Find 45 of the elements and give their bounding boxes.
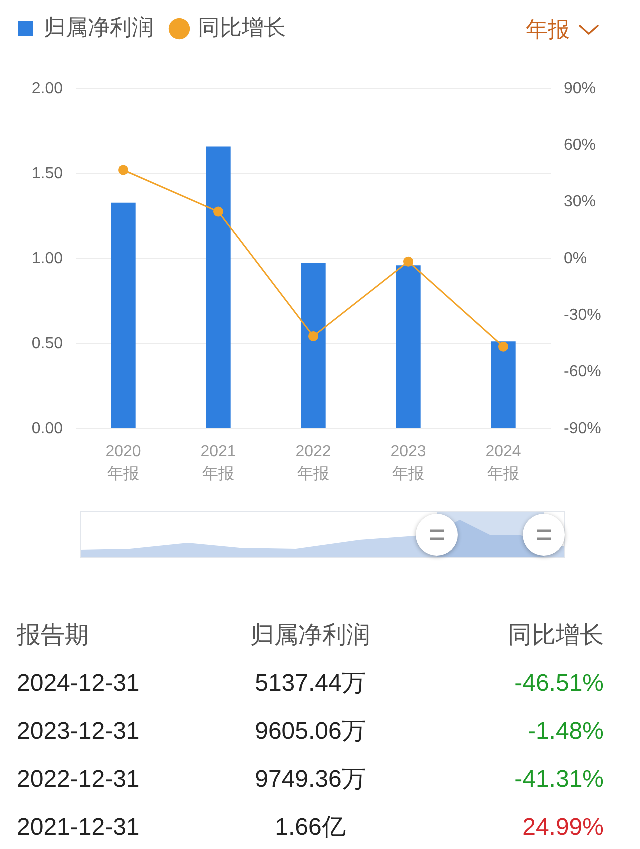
x-tick-label: 2023 年报 [390,444,426,484]
point [118,165,128,176]
point [498,342,508,352]
y2-tick-label: -30% [564,307,602,324]
point [404,256,414,267]
x-tick-label: 2021 年报 [200,444,236,484]
point [308,331,318,342]
data-label: 1.66亿 [274,813,347,843]
y-tick-label: 1.50 [32,165,64,182]
data-label: 9605.06万 [254,717,367,747]
point [214,206,224,217]
y2-tick-label: 60% [564,137,596,154]
y-tick-label: 2.00 [32,80,64,98]
legend-label: 同比增长 [198,15,286,40]
y-tick-label: 0.00 [32,420,64,438]
text: 年报 [526,16,570,44]
legend-label: 归属净利润 [44,15,154,40]
bar [491,342,516,428]
y-tick-label: 1.00 [32,250,64,268]
category-label: 2021-12-31 [17,813,140,843]
y2-tick-label: -90% [564,420,602,438]
x-tick-label: 2022 年报 [296,444,332,484]
data-label: 24.99% [522,813,604,843]
y2-tick-label: 90% [564,80,596,98]
category-label: 2023-12-31 [17,717,140,747]
category-label: 2022-12-31 [17,765,140,795]
x-tick-label: 2024 年报 [486,444,522,484]
bar [111,202,136,428]
bar [301,263,326,428]
data-label: -1.48% [528,717,604,747]
y-tick-label: 0.50 [32,335,64,352]
text: 同比增长 [508,621,604,651]
y2-tick-label: 30% [564,194,596,211]
text: 报告期 [17,621,89,651]
category-label: 2024-12-31 [17,669,140,699]
data-label: -41.31% [514,765,604,795]
x-tick-label: 2020 年报 [106,444,142,484]
y2-tick-label: -60% [564,364,602,381]
data-label: 5137.44万 [254,669,367,699]
data-label: -46.51% [514,669,604,699]
text: 归属净利润 [250,621,372,651]
y2-tick-label: 0% [564,250,588,268]
data-label: 9749.36万 [254,765,367,795]
bar [396,266,421,428]
bar [206,146,231,428]
